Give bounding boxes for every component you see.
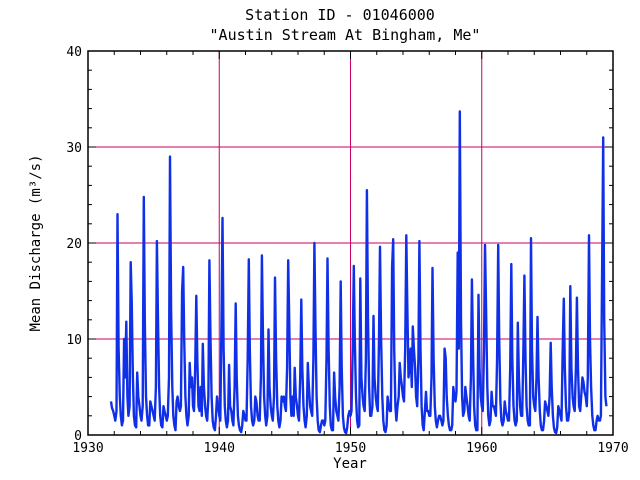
- x-axis-label: Year: [333, 456, 367, 472]
- series-group: [109, 110, 608, 435]
- gridlines: [88, 51, 613, 435]
- y-tick-label-40: 40: [66, 45, 82, 60]
- chart-title-line1: Station ID - 01046000: [245, 6, 435, 24]
- x-tick-label-1940: 1940: [204, 441, 235, 456]
- y-axis-label: Mean Discharge (m³/s): [28, 154, 44, 331]
- x-tick-label-1930: 1930: [72, 441, 103, 456]
- x-tick-label-1950: 1950: [335, 441, 366, 456]
- axis-ticks: [87, 50, 614, 436]
- y-tick-label-30: 30: [66, 141, 82, 156]
- y-tick-label-10: 10: [66, 333, 82, 348]
- axis-tick-labels: 1930 1940 1950 1960 1970 0 10 20 30 40: [66, 45, 628, 456]
- x-tick-label-1960: 1960: [466, 441, 497, 456]
- x-tick-label-1970: 1970: [597, 441, 628, 456]
- y-tick-label-20: 20: [66, 237, 82, 252]
- series-line-0: [109, 110, 608, 435]
- chart-title-line2: "Austin Stream At Bingham, Me": [210, 26, 481, 44]
- y-tick-label-0: 0: [74, 429, 82, 444]
